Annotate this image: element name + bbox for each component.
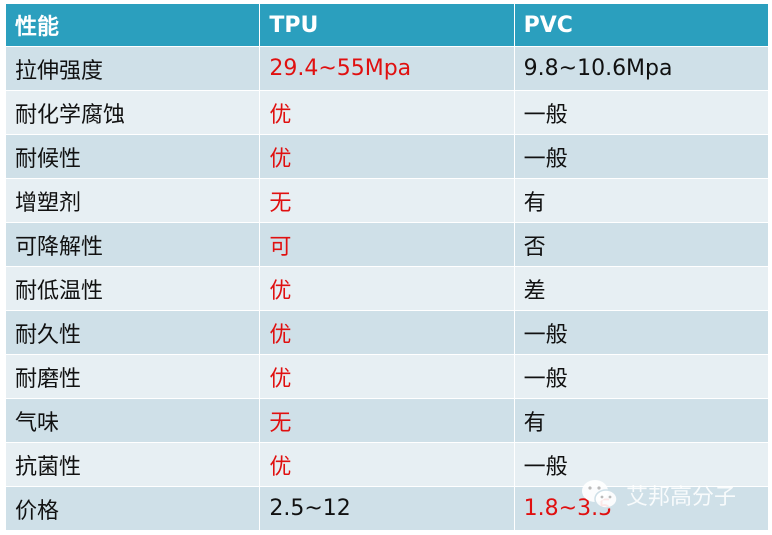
table-row: 耐磨性优一般 [4,354,770,399]
header-tpu: TPU [259,3,515,47]
table-row: 抗菌性优一般 [4,442,770,487]
tpu-cell: 优 [259,134,515,179]
tpu-cell: 优 [259,310,515,355]
table-row: 拉伸强度 29.4~55Mpa 9.8~10.6Mpa [4,46,770,91]
property-cell: 抗菌性 [4,442,261,487]
tpu-cell: 可 [259,222,515,267]
property-cell: 增塑剂 [4,178,261,223]
tpu-cell: 优 [259,266,515,311]
property-cell: 价格 [4,486,261,531]
table-row: 可降解性可否 [4,222,770,267]
tpu-cell: 无 [259,178,515,223]
property-cell: 可降解性 [4,222,261,267]
watermark-text: 艾邦高分子 [626,485,737,510]
table-row: 耐低温性优差 [4,266,770,311]
header-property: 性能 [4,3,261,47]
tpu-cell: 29.4~55Mpa [259,46,515,91]
wechat-icon [580,478,620,512]
property-cell: 耐低温性 [4,266,261,311]
property-cell: 气味 [4,398,261,443]
property-cell: 拉伸强度 [4,46,261,91]
pvc-cell: 否 [513,222,770,267]
pvc-cell: 9.8~10.6Mpa [513,46,770,91]
tpu-cell: 无 [259,398,515,443]
tpu-cell: 2.5~12 [259,486,515,531]
table-row: 耐化学腐蚀优一般 [4,90,770,135]
pvc-cell: 一般 [513,90,770,135]
tpu-cell: 优 [259,354,515,399]
comparison-table: 性能 TPU PVC 拉伸强度 29.4~55Mpa 9.8~10.6Mpa 耐化学腐… [4,3,770,531]
pvc-cell: 差 [513,266,770,311]
tpu-cell: 优 [259,442,515,487]
pvc-cell: 有 [513,398,770,443]
table-row: 价格 2.5~12 1.8~3.5 [4,486,770,531]
pvc-cell: 一般 [513,442,770,487]
table-row: 耐久性优一般 [4,310,770,355]
property-cell: 耐化学腐蚀 [4,90,261,135]
pvc-cell: 1.8~3.5 [513,486,770,531]
property-cell: 耐候性 [4,134,261,179]
watermark: 艾邦高分子 [580,478,736,512]
table-row: 耐候性优一般 [4,134,770,179]
header-pvc: PVC [513,3,770,47]
pvc-cell: 一般 [513,134,770,179]
header-row: 性能 TPU PVC [4,3,770,47]
pvc-cell: 一般 [513,310,770,355]
property-cell: 耐久性 [4,310,261,355]
pvc-cell: 有 [513,178,770,223]
pvc-cell: 一般 [513,354,770,399]
table-row: 气味无有 [4,398,770,443]
table-row: 增塑剂无有 [4,178,770,223]
property-cell: 耐磨性 [4,354,261,399]
tpu-cell: 优 [259,90,515,135]
